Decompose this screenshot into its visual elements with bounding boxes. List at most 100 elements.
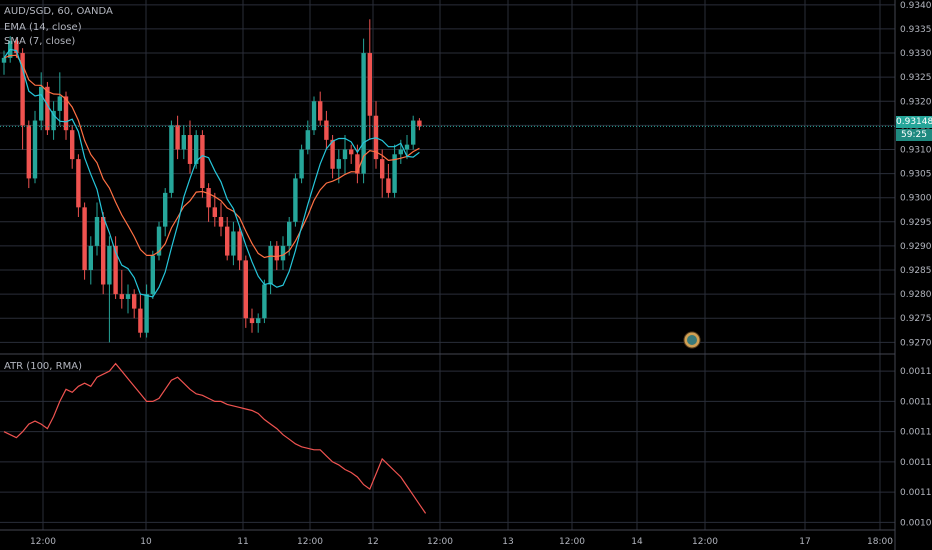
candle-body xyxy=(249,318,255,324)
candle-body xyxy=(305,130,310,150)
candle-body xyxy=(39,86,44,121)
candle-body xyxy=(318,101,323,121)
time-axis-label: 17 xyxy=(799,537,810,547)
candle-body xyxy=(311,101,317,131)
candle-body xyxy=(355,154,360,174)
candle-body xyxy=(243,260,248,319)
candle-body xyxy=(386,178,391,193)
candle-body xyxy=(119,294,124,299)
atr-pane xyxy=(3,362,427,514)
candle-body xyxy=(330,139,335,169)
candle-body xyxy=(417,120,422,127)
time-axis-label: 13 xyxy=(502,537,513,547)
bar-countdown-tag: 59:25 xyxy=(896,129,932,141)
candle-body xyxy=(113,245,118,295)
candle-body xyxy=(287,221,292,246)
candle-body xyxy=(163,192,168,227)
time-axis-label: 14 xyxy=(631,537,643,547)
ema-legend[interactable]: EMA (14, close) xyxy=(4,22,82,33)
candle-body xyxy=(324,120,329,140)
time-axis-label: 12:00 xyxy=(692,537,718,547)
candle-body xyxy=(181,135,186,150)
candle-body xyxy=(76,159,81,208)
candle-body xyxy=(63,96,69,131)
candle-body xyxy=(342,149,348,160)
atr-line xyxy=(3,362,427,514)
candle-body xyxy=(256,318,261,324)
candle-body xyxy=(268,245,273,285)
atr-axis-label: 0.00116 xyxy=(900,397,932,407)
candle-body xyxy=(293,178,298,222)
time-axis-label: 12:00 xyxy=(427,537,453,547)
time-axis-label: 12:00 xyxy=(297,537,323,547)
candle-body xyxy=(26,125,31,179)
candle-body xyxy=(144,294,149,333)
candle-body xyxy=(51,110,56,131)
candle-body xyxy=(262,284,267,319)
candle-body xyxy=(101,216,106,285)
candle-body xyxy=(349,149,354,155)
candle-body xyxy=(94,216,100,246)
candle-body xyxy=(194,135,199,164)
candle-body xyxy=(274,245,279,261)
candle-body xyxy=(280,245,286,261)
candle-body xyxy=(225,226,230,256)
candle-body xyxy=(200,135,205,189)
candle-body xyxy=(57,96,62,111)
atr-axis-label: 0.00112 xyxy=(900,458,932,468)
atr-axis-label: 0.00108 xyxy=(900,518,932,528)
candle-body xyxy=(404,144,410,150)
time-axis-label: 11 xyxy=(237,537,248,547)
candle-body xyxy=(1,57,7,63)
candle-body xyxy=(14,40,19,54)
candle-body xyxy=(45,86,50,131)
last-price-tag: 0.93148 xyxy=(896,116,932,128)
candle-body xyxy=(125,294,131,299)
candle-body xyxy=(32,120,38,179)
candle-body xyxy=(299,149,304,179)
candle-body xyxy=(70,130,75,160)
sma-line xyxy=(3,48,420,298)
candle-body xyxy=(206,188,211,208)
ema-line xyxy=(3,54,420,259)
candle-body xyxy=(367,53,372,116)
candle-body xyxy=(187,135,193,164)
time-axis-label: 18:00 xyxy=(867,537,893,547)
candle-body xyxy=(132,294,137,309)
chart-grid xyxy=(0,0,896,550)
atr-legend[interactable]: ATR (100, RMA) xyxy=(4,361,82,372)
time-axis-label: 10 xyxy=(140,537,152,547)
candlestick-series xyxy=(1,19,422,343)
candle-body xyxy=(138,308,143,333)
candle-body xyxy=(361,53,366,174)
candle-body xyxy=(212,207,217,217)
candle-body xyxy=(336,159,341,169)
candle-body xyxy=(231,231,236,256)
candle-body xyxy=(175,125,180,150)
candle-body xyxy=(392,154,397,193)
candle-body xyxy=(398,149,403,155)
sma-legend[interactable]: SMA (7, close) xyxy=(4,36,76,47)
candle-body xyxy=(82,207,87,271)
candle-body xyxy=(218,216,224,227)
candle-body xyxy=(156,226,162,256)
atr-axis-label: 0.00114 xyxy=(900,428,932,438)
candle-body xyxy=(169,125,174,193)
replay-marker-icon[interactable] xyxy=(683,331,701,349)
symbol-legend[interactable]: AUD/SGD, 60, OANDA xyxy=(4,6,113,17)
candle-body xyxy=(20,53,25,126)
atr-axis-label: 0.00118 xyxy=(900,367,932,377)
